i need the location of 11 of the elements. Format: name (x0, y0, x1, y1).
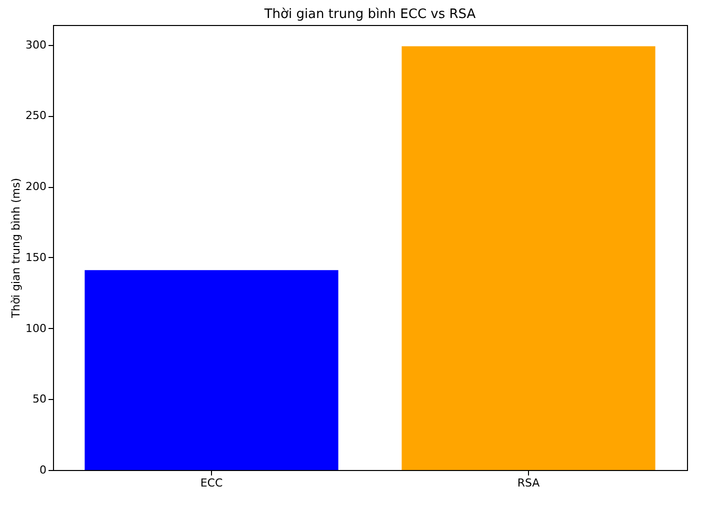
y-tick-label: 50 (32, 392, 46, 406)
y-tick-label: 200 (26, 180, 46, 194)
y-tick-label: 100 (26, 322, 46, 335)
y-tick-label: 0 (40, 464, 46, 476)
y-tick-label: 300 (26, 38, 46, 52)
y-tick-label: 250 (26, 109, 46, 122)
chart-title: Thời gian trung bình ECC vs RSA (263, 7, 476, 22)
y-axis-title: Thời gian trung bình (ms) (10, 178, 23, 319)
x-tick-label: ECC (200, 476, 223, 490)
x-tick-label: RSA (517, 476, 540, 490)
y-tick-label: 150 (26, 250, 46, 264)
